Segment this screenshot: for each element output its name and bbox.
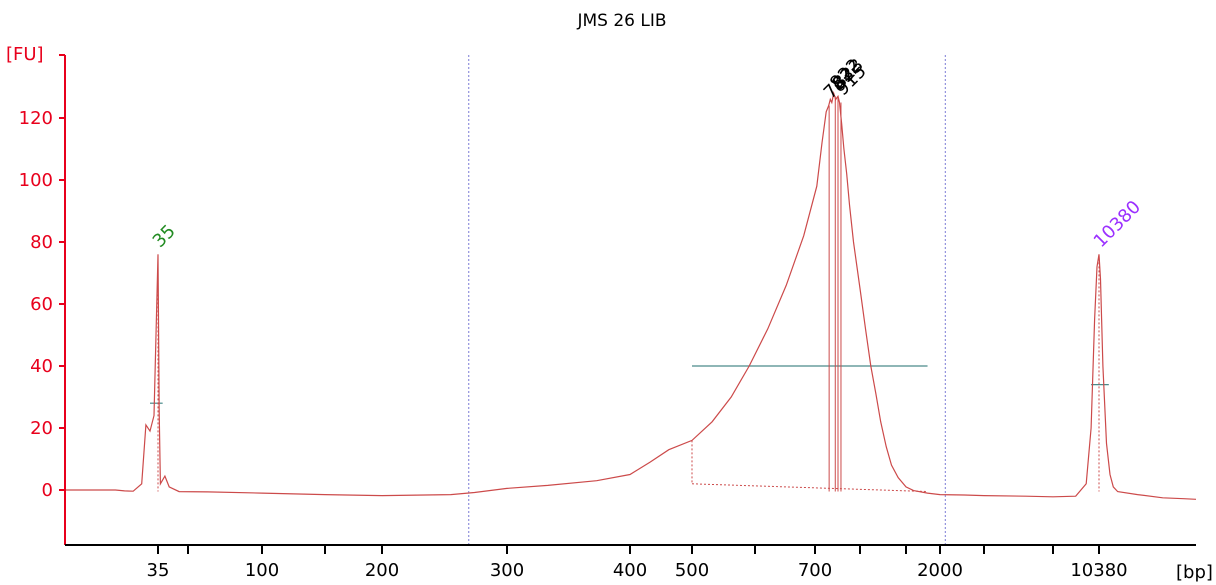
y-tick-label: 40 — [30, 356, 53, 377]
x-tick-label: 100 — [245, 560, 279, 581]
x-tick-label: 10380 — [1070, 560, 1127, 581]
peak-label: 10380 — [1090, 197, 1145, 252]
y-tick-label: 80 — [30, 232, 53, 253]
x-tick-label: 500 — [675, 560, 709, 581]
chart-title: JMS 26 LIB — [576, 11, 666, 31]
x-tick-label: 300 — [490, 560, 524, 581]
guides-layer — [468, 55, 946, 545]
y-axis-label: [FU] — [6, 44, 44, 65]
x-tick-label: 700 — [798, 560, 832, 581]
y-tick-label: 60 — [30, 294, 53, 315]
x-tick-label: 400 — [613, 560, 647, 581]
y-tick-label: 120 — [19, 108, 53, 129]
peak-label: 35 — [149, 221, 180, 252]
x-tick-label: 2000 — [917, 560, 963, 581]
y-tick-label: 0 — [42, 480, 53, 501]
x-tick-label: 200 — [365, 560, 399, 581]
regions-layer — [149, 96, 1109, 493]
axes-layer: 0 20 40 60 80 100 120 35 100 200 300 400 500 700 2000 1… — [19, 54, 1196, 581]
y-tick-label: 100 — [19, 170, 53, 191]
x-tick-label: 35 — [147, 560, 170, 581]
y-tick-label: 20 — [30, 418, 53, 439]
series-layer — [65, 90, 1197, 500]
region-baseline — [691, 483, 928, 493]
series-trace — [65, 90, 1197, 500]
x-axis-label: [bp] — [1176, 562, 1213, 583]
